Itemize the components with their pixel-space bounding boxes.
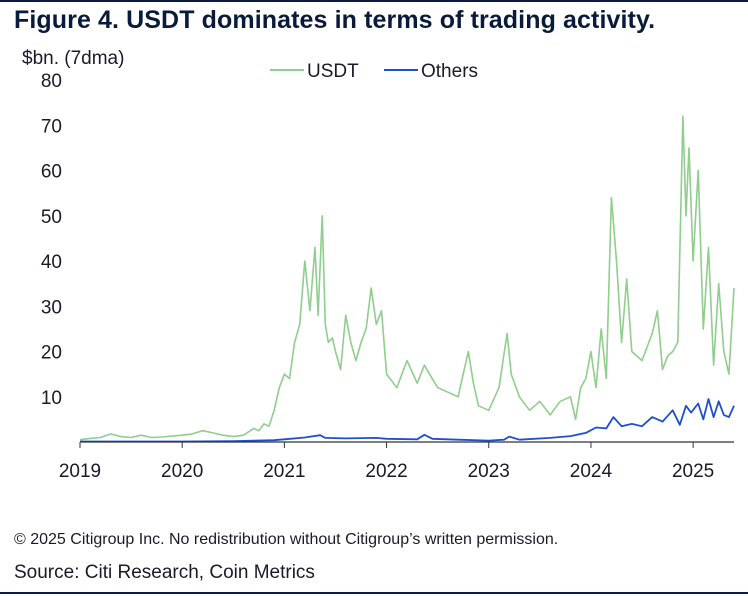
y-tick-label: 20 [41, 343, 62, 364]
y-tick-label: 50 [41, 207, 62, 228]
figure-title: Figure 4. USDT dominates in terms of tra… [14, 6, 656, 34]
y-axis-label: $bn. (7dma) [22, 48, 124, 69]
x-tick-label: 2022 [365, 461, 407, 482]
y-tick-label: 10 [41, 388, 62, 409]
line-chart: $bn. (7dma) USDT Others 8070605040302010 … [22, 48, 735, 482]
source-note: Source: Citi Research, Coin Metrics [14, 562, 315, 583]
x-tick-label: 2019 [59, 461, 101, 482]
y-tick-label: 60 [41, 162, 62, 183]
x-tick-label: 2021 [263, 461, 305, 482]
y-tick-label: 30 [41, 297, 62, 318]
x-tick-label: 2024 [570, 461, 613, 482]
y-tick-label: 80 [41, 71, 62, 92]
series-line-usdt [79, 115, 735, 441]
y-tick-label: 70 [41, 116, 62, 137]
legend-label-others: Others [421, 61, 478, 82]
series-lines [79, 115, 735, 443]
x-tick-label: 2023 [468, 461, 510, 482]
copyright-note: © 2025 Citigroup Inc. No redistribution … [14, 531, 559, 548]
series-line-others [80, 398, 735, 443]
y-tick-labels: 80 70 60 50 40 30 20 10 [41, 71, 62, 409]
x-tick-label: 2025 [672, 461, 714, 482]
y-tick-label: 40 [41, 252, 62, 273]
legend-label-usdt: USDT [307, 61, 359, 82]
x-tick-labels: 2019 2020 2021 2022 2023 2024 2025 [59, 442, 714, 482]
legend: USDT Others [270, 61, 478, 82]
x-tick-label: 2020 [161, 461, 203, 482]
top-rule [0, 0, 748, 2]
bottom-rule [0, 592, 748, 594]
